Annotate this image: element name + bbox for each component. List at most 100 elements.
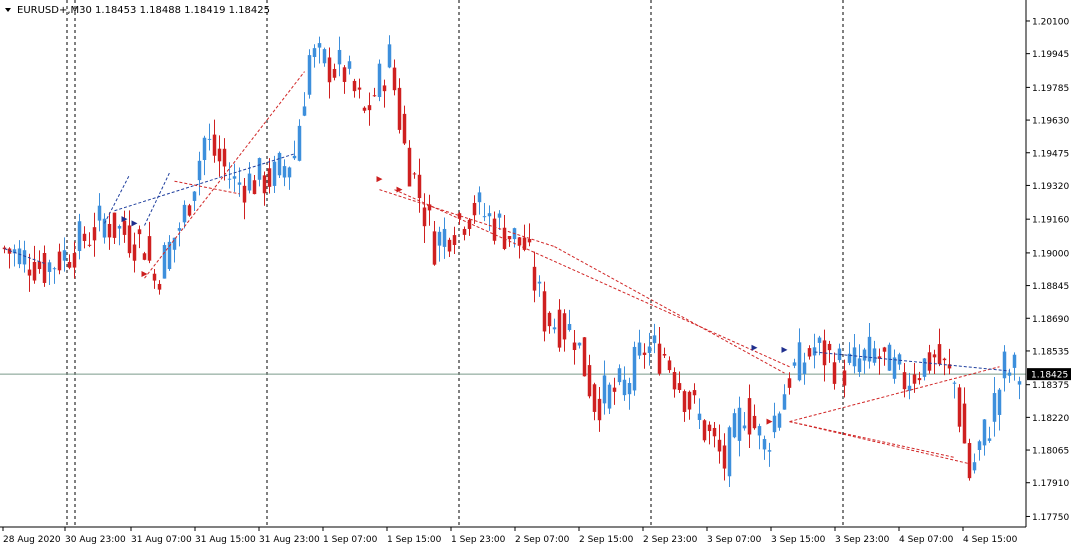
y-tick-label: 1.20100: [1032, 17, 1069, 27]
candle: [482, 202, 487, 222]
trend-line[interactable]: [114, 153, 295, 212]
candle: [102, 213, 107, 244]
candle: [882, 346, 887, 366]
candle: [682, 389, 687, 422]
blue-arrow-icon: [781, 346, 788, 353]
candle: [1007, 368, 1012, 383]
candle: [812, 333, 817, 369]
candle: [577, 342, 582, 349]
candle: [32, 245, 37, 284]
candle: [857, 344, 862, 377]
trend-line[interactable]: [789, 421, 955, 458]
candle: [622, 366, 627, 401]
candle: [707, 421, 712, 445]
candle: [312, 44, 317, 68]
candle: [957, 384, 962, 433]
candle: [767, 442, 772, 467]
y-tick-label: 1.19945: [1032, 50, 1069, 60]
candle: [562, 309, 567, 352]
candle: [1002, 345, 1007, 392]
x-tick-label: 3 Sep 07:00: [707, 535, 762, 545]
trend-line[interactable]: [814, 351, 1010, 372]
x-tick-label: 30 Aug 23:00: [65, 535, 126, 545]
candle: [502, 214, 507, 251]
trend-line[interactable]: [394, 189, 790, 368]
candle: [952, 380, 957, 399]
candle: [762, 435, 767, 460]
dropdown-triangle-icon[interactable]: [5, 8, 11, 12]
x-tick-label: 28 Aug 2020: [3, 535, 61, 545]
candle: [962, 387, 967, 444]
candle: [177, 222, 182, 247]
candle: [227, 162, 232, 189]
trend-line[interactable]: [554, 246, 785, 374]
candle: [332, 63, 337, 81]
candle: [922, 357, 927, 381]
y-tick-label: 1.18690: [1032, 315, 1069, 325]
candle: [532, 251, 537, 303]
candle: [437, 226, 442, 262]
candle: [727, 425, 732, 488]
x-tick-label: 31 Aug 23:00: [259, 535, 320, 545]
y-tick-label: 1.18845: [1032, 282, 1069, 292]
candle: [862, 347, 867, 374]
candle: [367, 92, 372, 126]
candle: [422, 193, 427, 243]
candle: [517, 237, 522, 259]
candle: [587, 354, 592, 399]
y-tick-label: 1.18220: [1032, 414, 1069, 424]
trend-line[interactable]: [174, 180, 240, 195]
candle: [692, 383, 697, 404]
candle: [77, 213, 82, 260]
candle: [817, 335, 822, 356]
candle: [667, 356, 672, 373]
candle: [547, 311, 552, 334]
candle: [537, 275, 542, 297]
candle: [867, 322, 872, 369]
candle: [782, 384, 787, 410]
candle: [397, 78, 402, 134]
candle: [197, 151, 202, 196]
candle: [842, 359, 847, 398]
candle: [797, 328, 802, 382]
candle: [672, 367, 677, 398]
candle: [802, 352, 807, 385]
candle: [912, 363, 917, 393]
candle: [207, 123, 212, 151]
candle: [247, 162, 252, 194]
candle: [742, 412, 747, 431]
candle: [457, 211, 462, 225]
candle: [582, 337, 587, 377]
candle: [942, 357, 947, 376]
candle: [182, 200, 187, 229]
candle: [937, 328, 942, 367]
candle: [647, 332, 652, 366]
candle: [452, 226, 457, 254]
trend-line[interactable]: [144, 71, 305, 279]
candle: [427, 194, 432, 226]
trend-line[interactable]: [104, 174, 130, 224]
trend-line[interactable]: [4, 248, 45, 264]
trend-line[interactable]: [789, 366, 1000, 423]
candle: [382, 79, 387, 108]
candle: [152, 269, 157, 289]
y-tick-label: 1.19320: [1032, 182, 1069, 192]
candle: [402, 105, 407, 146]
candle: [167, 235, 172, 271]
candle: [567, 309, 572, 332]
candle: [27, 253, 32, 292]
candle: [987, 426, 992, 443]
candle: [212, 119, 217, 163]
candle: [722, 433, 727, 481]
candle: [892, 349, 897, 384]
candle: [777, 411, 782, 431]
candle: [757, 423, 762, 450]
trend-line[interactable]: [379, 189, 555, 248]
candle: [677, 371, 682, 393]
candle: [157, 280, 162, 295]
candle: [72, 241, 77, 279]
y-tick-label: 1.19475: [1032, 149, 1069, 159]
candle: [162, 242, 167, 279]
